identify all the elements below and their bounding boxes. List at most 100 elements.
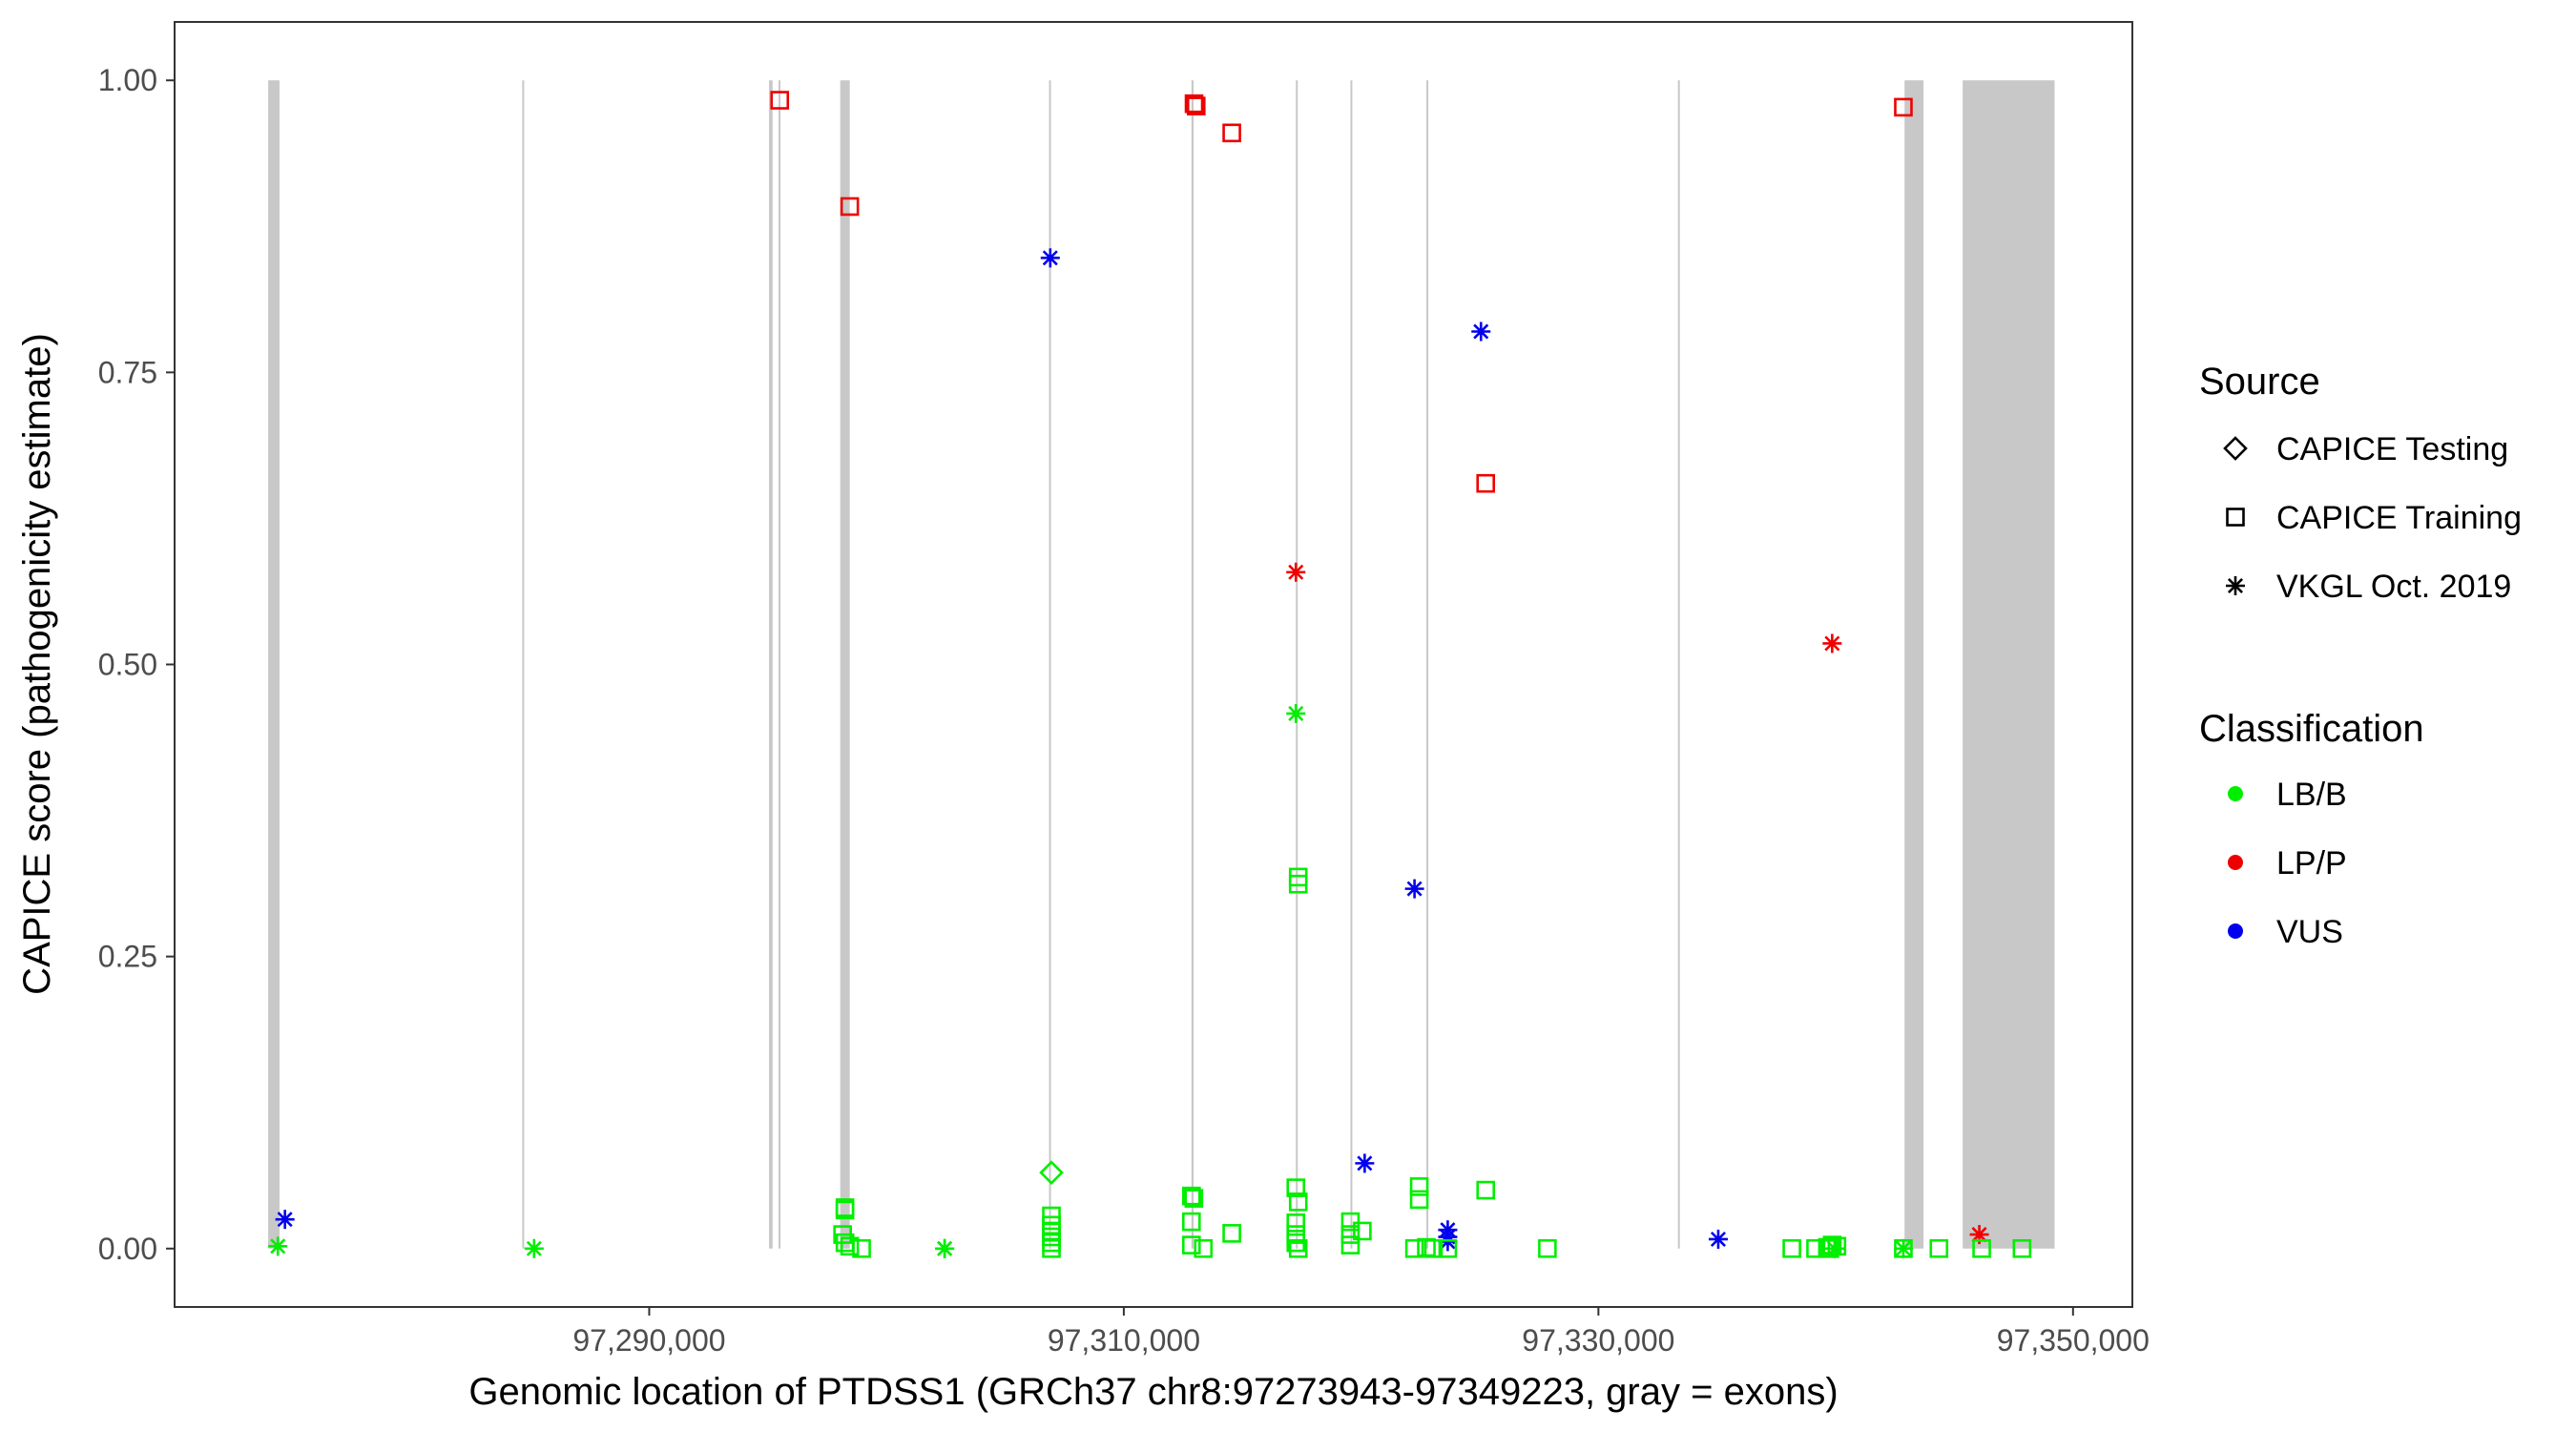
legend-source-label: CAPICE Testing [2276,431,2508,467]
square-marker [1894,97,1913,117]
data-point [835,1200,855,1220]
x-tick-label: 97,350,000 [1997,1323,2150,1358]
square-marker [1186,96,1206,115]
data-point [770,91,790,110]
square-marker [1820,1238,1839,1258]
data-point [1438,1238,1458,1258]
data-point [1286,703,1306,723]
legend-key-dot [2228,786,2243,801]
y-tick-label: 0.25 [98,940,157,974]
data-point [1186,96,1206,115]
square-marker [2012,1238,2032,1258]
square-marker [1286,1233,1306,1253]
exon-band [1904,80,1924,1249]
data-point [1404,879,1424,899]
exon-band [1350,80,1353,1249]
square-marker [1181,1186,1201,1206]
legend-key-asterisk [2226,576,2245,595]
data-point [275,1210,295,1230]
legend-classification-title: Classification [2199,708,2424,750]
data-point [1409,1190,1429,1210]
square-marker [1288,1238,1308,1258]
diamond-marker [2223,436,2248,461]
asterisk-stroke [1824,635,1840,652]
exon-bands [268,80,2055,1249]
y-tick-label: 1.00 [98,63,157,97]
data-point [1184,93,1204,114]
asterisk-stroke [1895,1240,1911,1256]
data-point [1286,1213,1306,1233]
square-marker [1423,1238,1444,1258]
asterisk-stroke [1042,250,1058,266]
exon-band [1296,80,1298,1249]
legend-key-dot [2228,855,2243,870]
data-point [1822,633,1842,653]
data-point [1184,1189,1204,1208]
data-point [1039,1160,1064,1186]
data-point [1288,874,1308,894]
data-point [1929,1238,1949,1258]
legend-classification-label: LB/B [2276,777,2347,813]
data-point [1042,1238,1061,1258]
asterisk-stroke [1710,1231,1726,1247]
legend-source-label: CAPICE Training [2276,500,2522,536]
data-point [1708,1229,1728,1249]
exon-band [522,80,525,1249]
exon-band [1191,80,1195,1249]
square-marker [1894,1238,1913,1258]
legend-classification: Classification LB/B LP/P VUS [2199,708,2424,950]
data-point [1353,1221,1372,1241]
data-point [268,1236,288,1256]
data-point [1340,1235,1361,1255]
square-marker [852,1238,871,1258]
asterisk-stroke [1288,564,1304,580]
axes: 97,290,000 97,310,000 97,330,000 97,350,000… [98,63,2150,1358]
data-point [1894,1238,1913,1258]
legend-key-diamond [2223,436,2248,461]
data-point [1194,1238,1214,1258]
asterisk-stroke [1288,705,1304,721]
asterisk-stroke [277,1212,293,1228]
square-marker [1194,1238,1214,1258]
data-point [1820,1238,1839,1258]
data-point [1181,1186,1201,1206]
square-marker [1286,1213,1306,1233]
square-marker [1184,93,1204,114]
data-point [524,1238,544,1258]
square-marker [840,1236,860,1256]
square-marker [1286,1178,1306,1197]
diamond-marker [1039,1160,1064,1186]
asterisk-stroke [1406,881,1423,897]
data-point [1181,1235,1201,1255]
asterisk-stroke [1357,1155,1373,1172]
square-marker [770,91,790,110]
data-point [2012,1238,2032,1258]
data-point [1340,1225,1361,1244]
data-point [935,1238,955,1258]
exon-band [779,80,781,1249]
square-marker [1340,1235,1361,1255]
square-marker [1438,1238,1458,1258]
asterisk-stroke [937,1240,953,1256]
y-tick-label: 0.75 [98,355,157,389]
data-point [1222,123,1241,143]
square-marker [1181,1235,1201,1255]
square-marker [1181,1212,1201,1232]
data-point [1538,1238,1557,1258]
data-point [1404,1238,1424,1258]
exon-band [268,80,280,1249]
x-tick-label: 97,330,000 [1522,1323,1674,1358]
square-marker [2226,508,2245,527]
data-point [852,1238,871,1258]
square-marker [1404,1238,1424,1258]
data-point [1409,1177,1429,1196]
x-tick-label: 97,290,000 [572,1323,725,1358]
exon-band [840,80,850,1249]
data-point [1040,248,1060,268]
square-marker [1353,1221,1372,1241]
data-point [840,1236,860,1256]
legend-source: Source CAPICE Testing CAPICE Training VKGL… [2199,361,2522,605]
exon-band [769,80,773,1249]
data-point [1476,1180,1496,1200]
